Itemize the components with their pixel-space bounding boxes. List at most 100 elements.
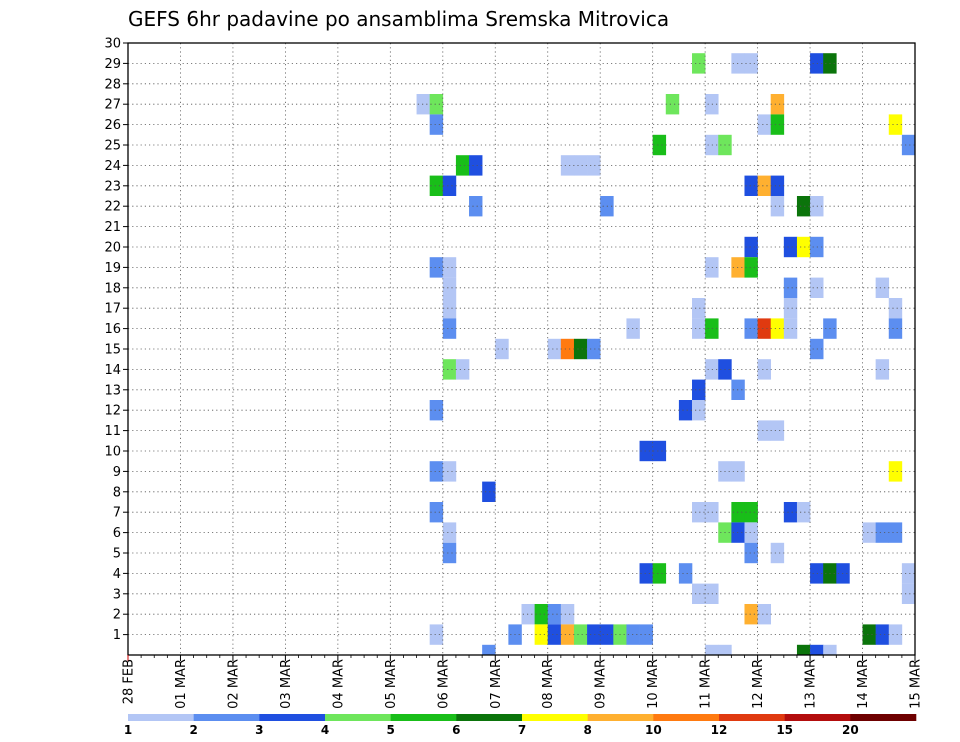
x-tick-label: 14 MAR [856, 659, 871, 709]
heatmap-cell [888, 522, 903, 543]
chart-title: GEFS 6hr padavine po ansamblima Sremska … [128, 7, 669, 31]
y-tick-label: 6 [113, 526, 121, 541]
y-tick-label: 29 [104, 57, 121, 72]
heatmap-cell [534, 604, 549, 625]
x-tick-label: 28 FEB [122, 659, 137, 704]
heatmap-cell [744, 604, 758, 625]
x-tick-label: 12 MAR [751, 659, 766, 709]
y-tick-label: 24 [104, 159, 121, 174]
x-tick-label: 07 MAR [489, 659, 504, 709]
heatmap-cell [455, 155, 470, 176]
y-axis: 1234567891011121314151617181920212223242… [104, 37, 128, 643]
heatmap-cell [810, 563, 824, 584]
colorbar-label: 4 [321, 723, 329, 737]
heatmap-cell [757, 318, 772, 339]
colorbar-label: 20 [842, 723, 859, 737]
x-tick-label: 10 MAR [646, 659, 661, 709]
x-tick-label: 05 MAR [384, 659, 399, 709]
heatmap-cell [770, 114, 785, 135]
colorbar-swatch [325, 714, 391, 721]
heatmap-cell [587, 155, 601, 176]
y-tick-label: 27 [104, 98, 121, 113]
heatmap-cell [770, 318, 785, 339]
heatmap-cell [692, 379, 706, 400]
heatmap-cell [862, 522, 876, 543]
heatmap-cells [416, 53, 916, 655]
heatmap-cell [783, 298, 798, 319]
colorbar-swatch [719, 714, 785, 721]
colorbar-swatch [259, 714, 326, 721]
x-tick-label: 11 MAR [699, 659, 714, 709]
y-tick-label: 18 [104, 281, 121, 296]
colorbar-swatch [653, 714, 720, 721]
heatmap-cell [442, 542, 457, 564]
y-tick-label: 26 [104, 118, 121, 133]
heatmap-cell [796, 644, 811, 655]
heatmap-cell [587, 624, 601, 645]
heatmap-cell [521, 604, 535, 625]
y-tick-label: 14 [104, 363, 121, 378]
heatmap-cell [652, 563, 667, 584]
y-tick-label: 21 [104, 220, 121, 235]
heatmap-cell [770, 542, 785, 564]
heatmap-cell [469, 196, 483, 217]
heatmap-cell [888, 624, 903, 645]
y-tick-label: 4 [113, 567, 121, 582]
heatmap-cell [744, 502, 758, 523]
heatmap-cell [534, 624, 549, 645]
heatmap-cell [796, 502, 811, 523]
heatmap-cell [875, 277, 890, 298]
colorbar-swatch [456, 714, 523, 721]
heatmap-cell [429, 114, 444, 135]
x-tick-label: 06 MAR [436, 659, 451, 709]
y-tick-label: 11 [104, 424, 121, 439]
gridlines [128, 42, 915, 655]
y-tick-label: 23 [104, 179, 121, 194]
heatmap-cell [783, 318, 798, 339]
heatmap-cell [442, 257, 457, 278]
heatmap-cell [652, 440, 667, 462]
colorbar-label: 15 [776, 723, 793, 737]
heatmap-cell [639, 440, 653, 462]
colorbar-label: 12 [711, 723, 728, 737]
heatmap-cell [901, 134, 916, 156]
colorbar-label: 10 [645, 723, 662, 737]
heatmap-cell [757, 359, 772, 380]
heatmap-cell [718, 644, 732, 655]
heatmap-cell [678, 563, 693, 584]
heatmap-cell [482, 644, 496, 655]
y-tick-label: 9 [113, 465, 121, 480]
heatmap-cell [744, 53, 758, 74]
heatmap-cell [757, 114, 772, 135]
colorbar-swatch [522, 714, 588, 721]
y-tick-label: 7 [113, 506, 121, 521]
heatmap-cell [770, 175, 785, 196]
heatmap-cell [783, 277, 798, 298]
heatmap-cell [744, 175, 758, 196]
colorbar-label: 1 [124, 723, 132, 737]
heatmap-cell [560, 155, 575, 176]
heatmap-cell [783, 236, 798, 258]
y-tick-label: 19 [104, 261, 121, 276]
y-tick-label: 30 [104, 37, 121, 52]
colorbar: 1 2 3 4 5 6 7 8 10 12 15 20 [124, 714, 917, 737]
colorbar-swatch [128, 714, 194, 721]
y-tick-label: 28 [104, 77, 121, 92]
heatmap-cell [888, 461, 903, 482]
x-tick-label: 03 MAR [279, 659, 294, 709]
heatmap-cell [796, 236, 811, 258]
heatmap-cell [757, 604, 772, 625]
heatmap-cell [429, 257, 444, 278]
heatmap-cell [744, 522, 758, 543]
heatmap-cell [692, 583, 706, 604]
heatmap-cell [442, 175, 457, 196]
x-tick-label: 08 MAR [541, 659, 556, 709]
heatmap-cell [639, 563, 653, 584]
heatmap-cell [692, 318, 706, 339]
heatmap-cell [416, 94, 430, 115]
heatmap-cell [744, 236, 758, 258]
colorbar-label: 3 [255, 723, 263, 737]
heatmap-cell [442, 522, 457, 543]
y-tick-label: 10 [104, 445, 121, 460]
